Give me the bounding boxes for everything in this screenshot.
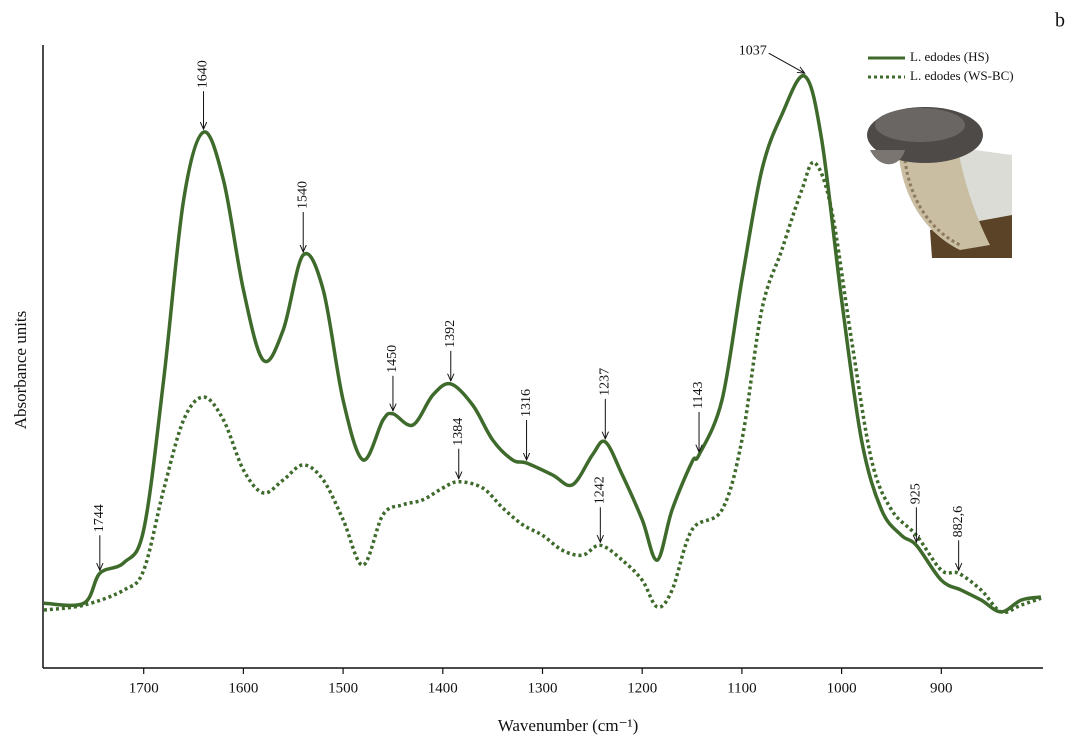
x-tick-label: 1600 — [228, 680, 258, 696]
x-axis-label: Wavenumber (cm⁻¹) — [498, 716, 639, 735]
x-tick-label: 1400 — [428, 680, 458, 696]
annotation-label: 1037 — [739, 43, 767, 58]
x-tick-label: 1300 — [528, 680, 558, 696]
x-tick-label: 1500 — [328, 680, 358, 696]
annotation-label: 925 — [909, 483, 924, 504]
annotation-label: 1540 — [295, 181, 310, 209]
x-tick-label: 1200 — [627, 680, 657, 696]
annotation-label: 1392 — [443, 320, 458, 348]
page: {"chart_data": { "type": "line", "panel_… — [0, 0, 1073, 743]
x-tick-label: 1000 — [827, 680, 857, 696]
mushroom-photo — [867, 100, 1012, 258]
annotation-label: 882,6 — [951, 506, 966, 538]
annotation-label: 1316 — [519, 389, 534, 417]
x-tick-label: 1100 — [727, 680, 756, 696]
annotation-label: 1143 — [691, 381, 706, 408]
annotation-label: 1242 — [593, 476, 608, 504]
annotation-label: 1640 — [196, 60, 211, 88]
annotation-label: 1237 — [598, 368, 613, 396]
legend-label: L. edodes (WS-BC) — [910, 68, 1014, 83]
annotation-label: 1384 — [451, 418, 466, 446]
annotation-arrow — [769, 53, 805, 73]
x-tick-label: 900 — [930, 680, 953, 696]
chart: b Wavenumber (cm⁻¹) Absorbance units 170… — [0, 0, 1073, 743]
annotation-label: 1744 — [92, 504, 107, 532]
y-axis-label: Absorbance units — [11, 311, 30, 430]
panel-label: b — [1055, 10, 1065, 32]
annotation-label: 1450 — [385, 345, 400, 373]
x-tick-label: 1700 — [129, 680, 159, 696]
legend-label: L. edodes (HS) — [910, 49, 989, 64]
